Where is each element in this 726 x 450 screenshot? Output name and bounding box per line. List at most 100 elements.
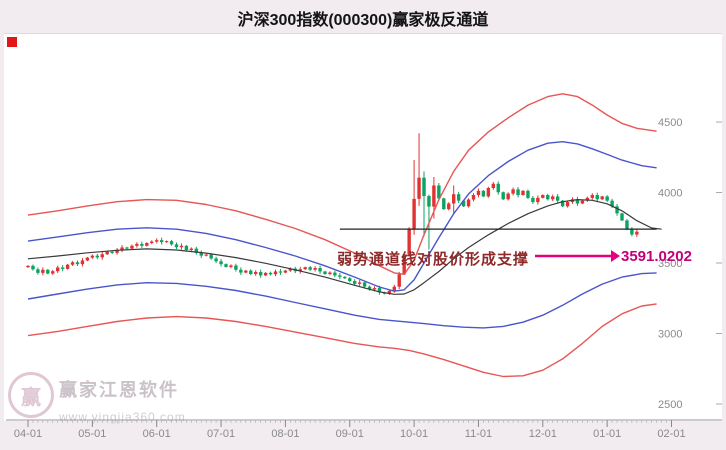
- candle: [600, 195, 604, 200]
- chart-title: 沪深300指数(000300)赢家极反通道: [237, 12, 489, 29]
- candle: [249, 269, 253, 276]
- candle: [263, 272, 268, 277]
- candle: [41, 267, 45, 276]
- candle: [318, 265, 322, 274]
- candle: [471, 193, 476, 202]
- candle: [65, 263, 70, 270]
- candle: [521, 190, 525, 196]
- support-arrow: [535, 250, 620, 262]
- candle: [481, 190, 486, 198]
- candle: [80, 258, 85, 267]
- watermark-brand: 赢家江恩软件: [59, 380, 179, 400]
- candle: [362, 281, 367, 288]
- candle: [412, 160, 416, 235]
- candle: [630, 227, 634, 237]
- candle: [511, 187, 515, 196]
- candle: [417, 133, 421, 206]
- candle: [120, 245, 124, 253]
- y-axis-label: 4500: [658, 117, 682, 129]
- candle: [625, 219, 629, 231]
- candle: [254, 270, 258, 276]
- x-axis-label: 05-01: [78, 428, 106, 440]
- candle: [595, 192, 599, 202]
- candle: [184, 245, 189, 251]
- candle: [90, 254, 95, 259]
- candle: [308, 265, 312, 272]
- candle: [456, 191, 461, 204]
- candle: [357, 280, 362, 287]
- candle: [169, 239, 174, 246]
- candle: [615, 203, 619, 216]
- x-axis-label: 07-01: [207, 428, 235, 440]
- candle: [46, 269, 50, 275]
- candle: [466, 198, 471, 208]
- candle: [580, 199, 585, 205]
- candle: [323, 270, 327, 275]
- candle: [51, 269, 55, 275]
- candle: [214, 256, 218, 264]
- channel-line-red-upper: [27, 93, 657, 275]
- candle: [620, 212, 624, 222]
- x-axis-label: 10-01: [400, 428, 428, 440]
- candle: [447, 202, 451, 211]
- channel-line-middle: [27, 199, 662, 295]
- candle: [145, 242, 149, 247]
- x-axis-label: 08-01: [271, 428, 299, 440]
- candle: [501, 191, 505, 200]
- candle: [496, 181, 500, 195]
- y-axis-label: 4000: [658, 188, 682, 200]
- candle: [75, 260, 80, 266]
- brand-logo-icon: 赢: [8, 372, 54, 418]
- candle: [506, 192, 510, 201]
- candle: [100, 251, 104, 260]
- candle: [476, 188, 481, 198]
- candles-group: [26, 133, 639, 296]
- candle: [26, 265, 30, 268]
- candle: [551, 194, 555, 202]
- candle: [224, 263, 228, 268]
- candle: [31, 264, 35, 271]
- candle: [258, 269, 263, 278]
- candle: [590, 193, 594, 200]
- candle: [546, 193, 550, 201]
- candle: [516, 187, 520, 198]
- candle: [531, 196, 535, 204]
- candle: [565, 200, 570, 208]
- candle: [343, 276, 347, 279]
- candle: [303, 266, 307, 270]
- candle: [130, 244, 134, 250]
- support-value-label: 3591.0202: [621, 248, 692, 265]
- candle: [585, 196, 590, 202]
- candle: [278, 269, 283, 275]
- channel-line-blue-lower: [27, 272, 657, 329]
- candle: [338, 273, 342, 280]
- y-axis-label: 3000: [658, 329, 682, 341]
- brand-logo-char: 赢: [21, 386, 41, 409]
- y-axis-label: 3500: [658, 258, 682, 270]
- x-axis-label: 11-01: [465, 428, 492, 440]
- candle: [283, 269, 288, 274]
- candle: [204, 253, 208, 257]
- candle: [155, 238, 159, 244]
- candle: [387, 289, 392, 296]
- candle: [437, 183, 441, 201]
- candle: [56, 265, 60, 274]
- candle: [348, 276, 352, 283]
- candle: [353, 279, 357, 286]
- candle: [526, 189, 530, 200]
- x-axis-label: 04-01: [14, 428, 42, 440]
- corner-marker: [7, 37, 17, 47]
- candle: [95, 253, 99, 260]
- candle: [179, 243, 184, 250]
- candle: [36, 267, 40, 275]
- x-axis-label: 02-01: [657, 428, 685, 440]
- plot-area: [4, 33, 722, 421]
- candle: [115, 247, 119, 255]
- candle: [407, 227, 411, 256]
- candle: [298, 266, 302, 274]
- candle: [422, 171, 426, 237]
- candle: [85, 256, 90, 262]
- candle: [234, 263, 238, 272]
